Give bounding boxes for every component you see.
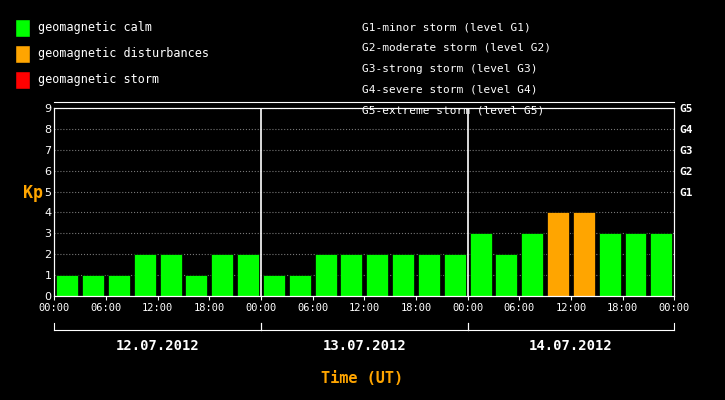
Bar <box>599 233 621 296</box>
Bar <box>289 275 311 296</box>
Text: geomagnetic disturbances: geomagnetic disturbances <box>38 48 209 60</box>
Bar <box>418 254 440 296</box>
Bar <box>341 254 362 296</box>
Text: G3-strong storm (level G3): G3-strong storm (level G3) <box>362 64 538 74</box>
Bar <box>82 275 104 296</box>
Bar <box>366 254 388 296</box>
Bar <box>57 275 78 296</box>
Bar <box>444 254 465 296</box>
Bar <box>624 233 647 296</box>
Text: 14.07.2012: 14.07.2012 <box>529 339 613 353</box>
Bar <box>470 233 492 296</box>
Bar <box>108 275 130 296</box>
Text: G1-minor storm (level G1): G1-minor storm (level G1) <box>362 22 531 32</box>
Text: G4-severe storm (level G4): G4-severe storm (level G4) <box>362 84 538 94</box>
Bar <box>160 254 181 296</box>
Bar <box>315 254 336 296</box>
Text: geomagnetic calm: geomagnetic calm <box>38 22 152 34</box>
Text: G2-moderate storm (level G2): G2-moderate storm (level G2) <box>362 43 552 53</box>
Text: G5-extreme storm (level G5): G5-extreme storm (level G5) <box>362 105 544 115</box>
Bar <box>392 254 414 296</box>
Bar <box>237 254 259 296</box>
Bar <box>134 254 156 296</box>
Bar <box>211 254 233 296</box>
Bar <box>650 233 672 296</box>
Bar <box>263 275 285 296</box>
Y-axis label: Kp: Kp <box>23 184 44 202</box>
Bar <box>573 212 594 296</box>
Text: 13.07.2012: 13.07.2012 <box>323 339 406 353</box>
Bar <box>521 233 543 296</box>
Text: geomagnetic storm: geomagnetic storm <box>38 74 159 86</box>
Text: 12.07.2012: 12.07.2012 <box>116 339 199 353</box>
Bar <box>186 275 207 296</box>
Text: Time (UT): Time (UT) <box>321 371 404 386</box>
Bar <box>495 254 518 296</box>
Bar <box>547 212 569 296</box>
